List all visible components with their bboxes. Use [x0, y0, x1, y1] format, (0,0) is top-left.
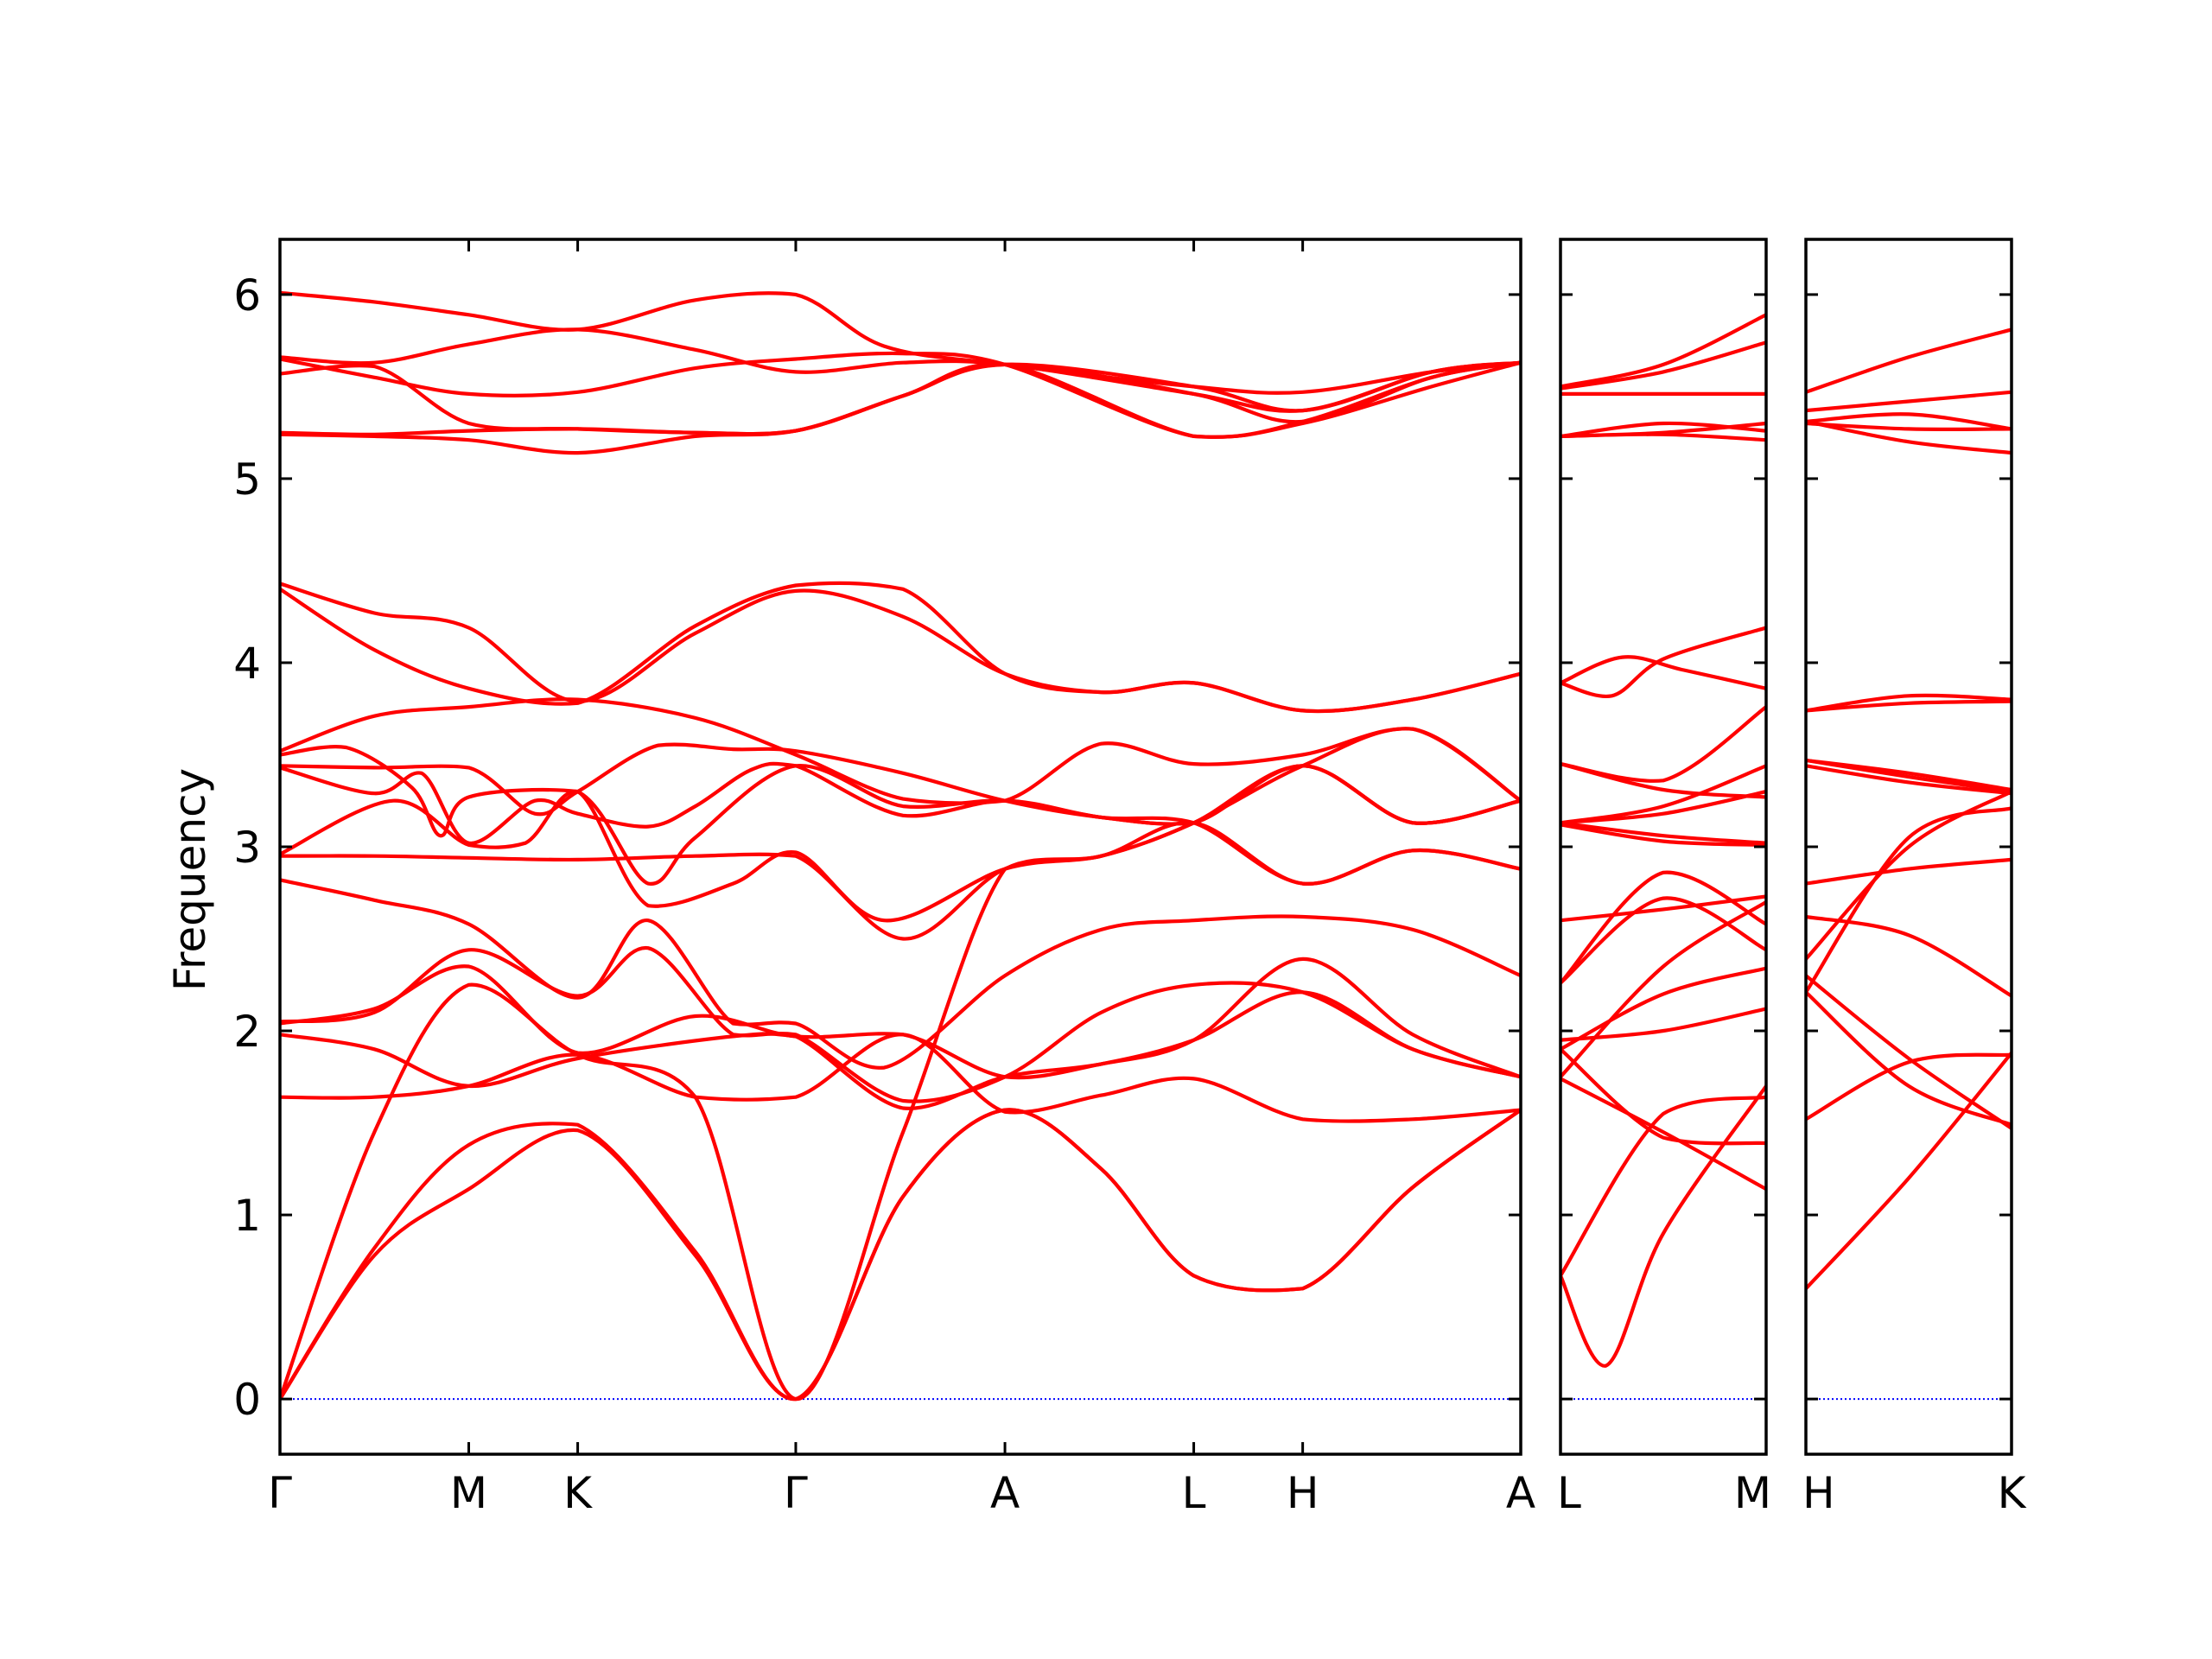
band-line-6	[1560, 432, 1766, 442]
band-line-12	[1806, 914, 2012, 998]
x-tick-label: Γ	[268, 1468, 292, 1518]
band-line-14	[1560, 823, 1766, 847]
band-line-2	[1560, 340, 1766, 391]
band-line-19	[1560, 966, 1766, 1052]
band-lines	[1560, 313, 1766, 1368]
band-line-1	[1560, 313, 1766, 389]
band-line-18	[280, 990, 1521, 1110]
band-line-6	[1806, 693, 2012, 713]
band-line-21	[1560, 1077, 1766, 1192]
band-lines	[280, 290, 1521, 1402]
band-line-15	[280, 878, 1521, 1070]
y-tick-label: 5	[233, 454, 261, 505]
band-line-17	[1560, 896, 1766, 985]
band-line-5	[1560, 421, 1766, 438]
panel-main: 0 1 2 3 4 5 6 Γ M K Γ A L H A	[233, 238, 1535, 1518]
y-tick-label: 6	[233, 270, 261, 321]
band-line-14	[1806, 806, 2012, 995]
y-tick-label: 2	[233, 1007, 261, 1057]
band-line-17	[1806, 1052, 2012, 1122]
band-line-22	[1560, 1047, 1766, 1146]
band-line-7	[280, 582, 1521, 714]
band-line-9	[1806, 758, 2012, 794]
y-tick-label: 1	[233, 1191, 261, 1241]
x-tick-label: H	[1287, 1468, 1319, 1518]
band-line-7	[1806, 699, 2012, 713]
x-tick-label: L	[1557, 1468, 1581, 1518]
panel-frame	[1804, 238, 2013, 1456]
x-tick-label: M	[450, 1468, 487, 1518]
y-tick-label: 0	[233, 1375, 261, 1425]
band-line-7	[1560, 626, 1766, 699]
band-line-2	[280, 327, 1521, 413]
band-line-13	[1806, 790, 2012, 961]
x-tick-label: Γ	[784, 1468, 808, 1518]
band-line-14	[280, 764, 1521, 941]
x-tick-label: K	[1998, 1468, 2027, 1518]
band-line-5	[1806, 419, 2012, 455]
band-line-3	[1806, 412, 2012, 431]
band-line-9	[280, 697, 1521, 805]
band-line-11	[1806, 857, 2012, 886]
band-line-24	[1560, 1095, 1766, 1278]
band-line-10	[1806, 764, 2012, 796]
x-tick-label: A	[1506, 1468, 1535, 1518]
panel-frame	[1559, 238, 1768, 1456]
x-tick-label: M	[1734, 1468, 1771, 1518]
band-line-13	[1560, 821, 1766, 845]
band-line-20	[1560, 899, 1766, 1079]
band-line-19	[280, 1033, 1521, 1123]
band-line-1	[280, 290, 1521, 395]
band-line-22	[280, 1108, 1521, 1402]
band-line-16	[1560, 870, 1766, 985]
x-tick-label: L	[1182, 1468, 1206, 1518]
band-line-23	[1560, 1084, 1766, 1368]
band-line-21	[280, 1108, 1521, 1402]
band-line-8	[280, 581, 1521, 714]
band-line-11	[280, 742, 1521, 826]
y-tick-label: 3	[233, 823, 261, 873]
band-line-1	[1806, 327, 2012, 394]
band-line-15	[1560, 894, 1766, 923]
x-tick-label: A	[990, 1468, 1020, 1518]
band-line-4	[280, 360, 1521, 439]
band-line-20	[280, 727, 1521, 1402]
band-line-6	[280, 360, 1521, 455]
x-tick-label: H	[1802, 1468, 1835, 1518]
x-tick-label: K	[563, 1468, 593, 1518]
band-line-9	[1560, 705, 1766, 783]
band-line-16	[1806, 990, 2012, 1127]
band-line-18	[1806, 1051, 2012, 1291]
band-line-13	[280, 789, 1521, 923]
panel-frame	[278, 238, 1522, 1456]
band-line-8	[1560, 655, 1766, 690]
band-line-15	[1806, 974, 2012, 1130]
band-line-18	[1560, 1007, 1766, 1042]
y-axis-label: Frequency	[165, 768, 215, 991]
band-line-12	[1560, 790, 1766, 825]
band-lines	[1806, 327, 2012, 1291]
band-line-2	[1806, 390, 2012, 413]
y-tick-label: 4	[233, 639, 261, 689]
